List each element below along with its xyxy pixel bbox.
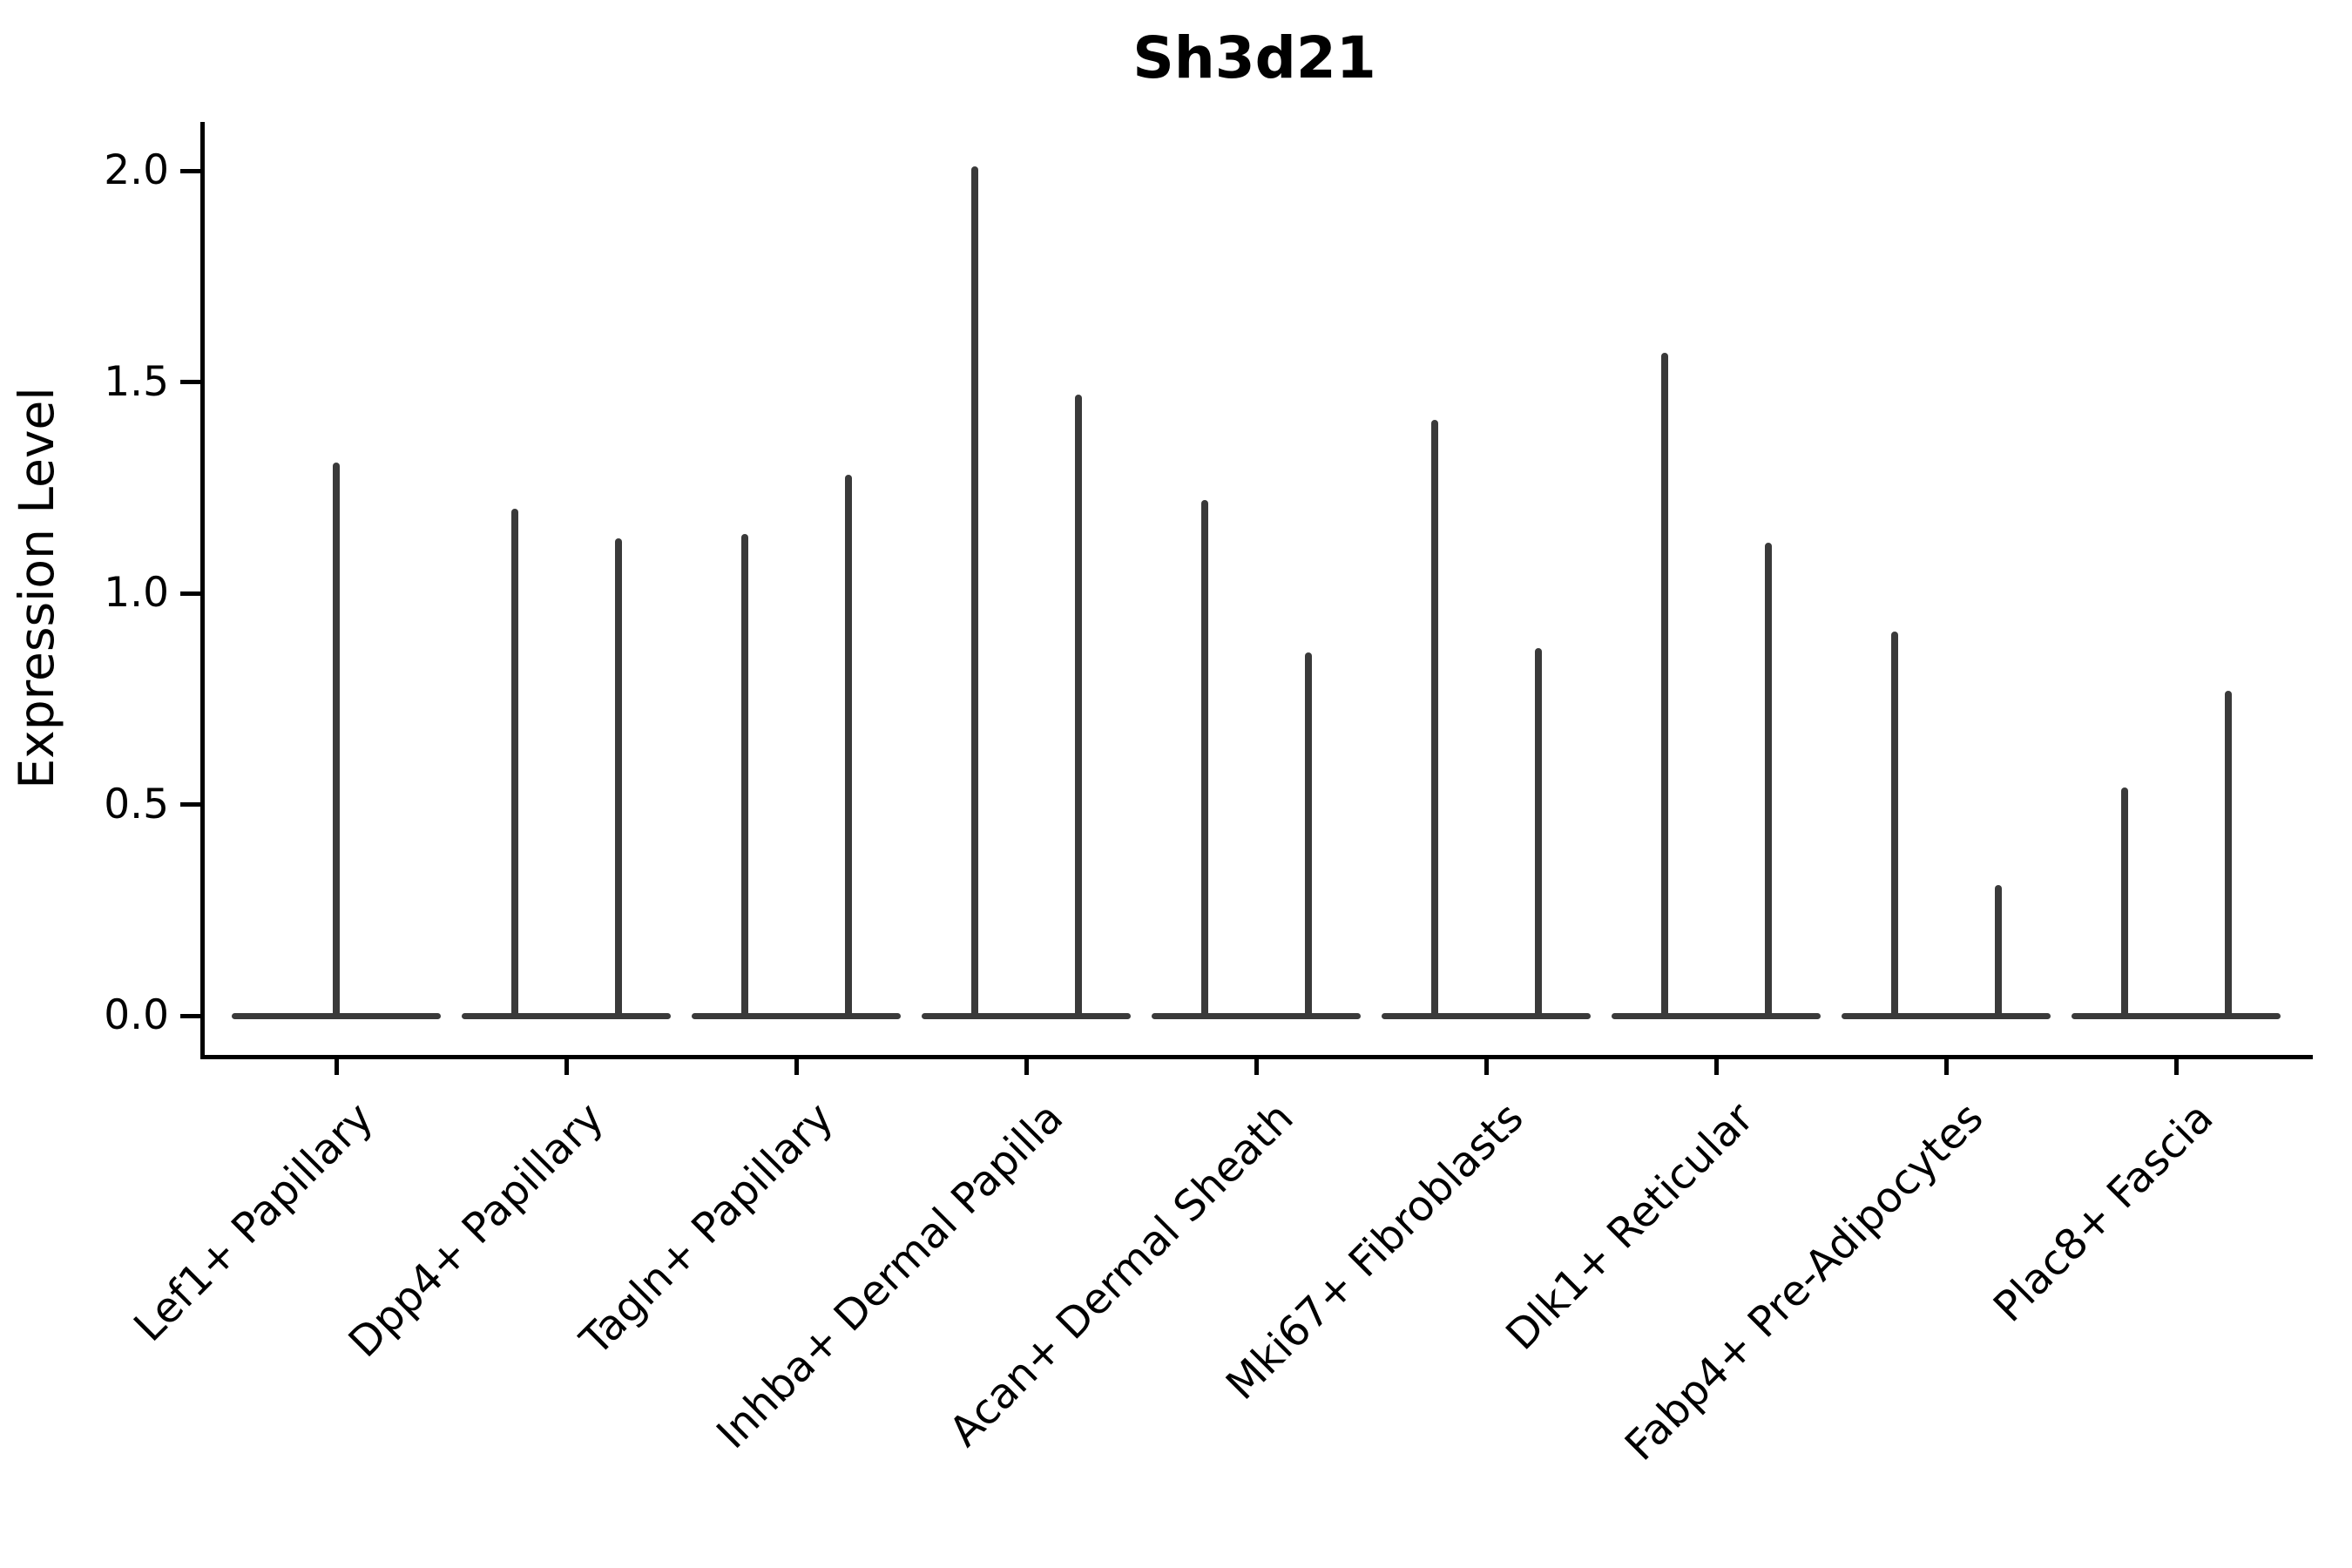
y-tick-mark xyxy=(180,591,200,596)
x-tick-mark xyxy=(1484,1058,1489,1075)
violin-spike xyxy=(510,509,518,1016)
violin-spike xyxy=(333,462,340,1016)
y-tick-label: 1.0 xyxy=(104,569,169,617)
violin-spike xyxy=(1660,352,1668,1016)
violin-baseline xyxy=(462,1012,671,1019)
violin-baseline xyxy=(922,1012,1131,1019)
y-tick-label: 2.0 xyxy=(104,146,169,194)
y-tick-mark xyxy=(180,168,200,173)
violin-baseline xyxy=(2072,1012,2281,1019)
violin-baseline xyxy=(1152,1012,1361,1019)
violin-spike xyxy=(1764,542,1772,1016)
y-tick-label: 0.0 xyxy=(104,991,169,1039)
violin-spike xyxy=(1074,395,1082,1016)
violin-spike xyxy=(1994,884,2002,1016)
y-tick-mark xyxy=(180,802,200,807)
violin-spike xyxy=(614,537,622,1016)
violin-spike xyxy=(2224,690,2232,1016)
x-tick-label: Tagln+ Papillary xyxy=(571,1093,843,1365)
violin-spike xyxy=(844,475,852,1016)
plot-area xyxy=(200,122,2313,1059)
violin-spike xyxy=(2120,787,2128,1016)
x-tick-mark xyxy=(794,1058,799,1075)
violin-spike xyxy=(1534,648,1542,1016)
violin-spike xyxy=(1200,500,1208,1016)
x-tick-mark xyxy=(1943,1058,1949,1075)
violin-spike xyxy=(1430,420,1438,1016)
y-tick-label: 0.5 xyxy=(104,780,169,828)
y-tick-mark xyxy=(180,380,200,384)
violin-spike xyxy=(970,166,978,1016)
x-tick-mark xyxy=(1254,1058,1259,1075)
x-tick-label: Dlk1+ Reticular xyxy=(1496,1093,1763,1360)
x-tick-mark xyxy=(564,1058,569,1075)
violin-baseline xyxy=(1842,1012,2051,1019)
violin-spike xyxy=(1890,631,1898,1016)
chart-title: Sh3d21 xyxy=(1132,24,1376,91)
x-tick-mark xyxy=(1024,1058,1029,1075)
x-tick-label: Dpp4+ Papillary xyxy=(339,1093,613,1368)
y-tick-mark xyxy=(180,1013,200,1018)
violin-spike xyxy=(1304,652,1312,1016)
x-tick-label: Lef1+ Papillary xyxy=(125,1093,383,1351)
x-tick-label: Plac8+ Fascia xyxy=(1984,1093,2223,1332)
x-tick-mark xyxy=(1713,1058,1719,1075)
violin-baseline xyxy=(232,1012,441,1019)
violin-baseline xyxy=(1382,1012,1591,1019)
y-tick-label: 1.5 xyxy=(104,357,169,406)
violin-baseline xyxy=(1612,1012,1821,1019)
violin-spike xyxy=(740,534,748,1016)
violin-baseline xyxy=(692,1012,901,1019)
x-tick-mark xyxy=(2173,1058,2179,1075)
x-tick-mark xyxy=(334,1058,339,1075)
